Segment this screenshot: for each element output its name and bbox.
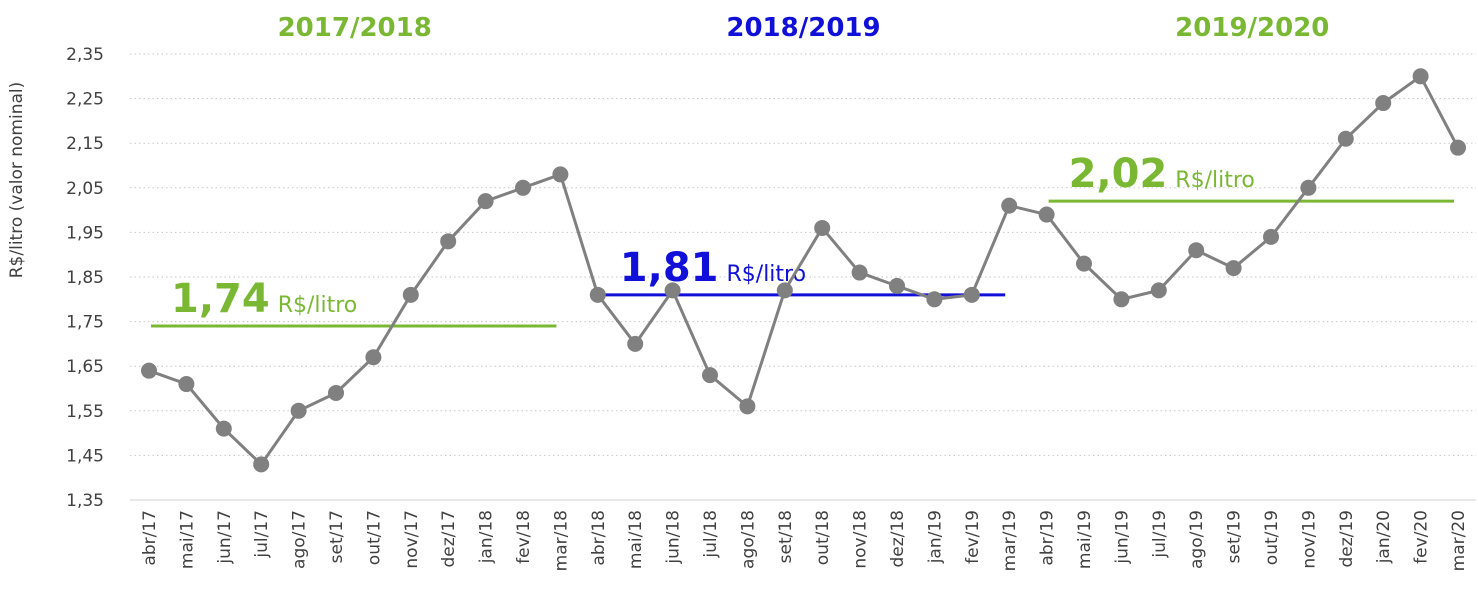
data-point (1001, 197, 1018, 214)
data-point (402, 286, 419, 303)
x-tick-label: mai/18 (626, 510, 646, 569)
data-point (1113, 291, 1130, 308)
x-tick-label: fev/20 (1412, 510, 1432, 564)
data-point (1300, 179, 1317, 196)
season-title: 2017/2018 (278, 13, 432, 43)
data-point (739, 398, 756, 415)
y-tick-label: 1,65 (66, 357, 104, 377)
data-point (627, 335, 644, 352)
x-tick-label: jun/17 (215, 510, 235, 565)
x-tick-label: out/17 (364, 510, 384, 565)
season-title: 2019/2020 (1175, 13, 1329, 43)
y-tick-label: 2,25 (66, 90, 104, 110)
data-point (889, 277, 905, 294)
x-tick-label: ago/19 (1187, 510, 1207, 569)
data-point (1188, 242, 1205, 259)
data-point (963, 286, 980, 303)
data-point (552, 166, 569, 183)
x-tick-label: jul/19 (1150, 510, 1170, 559)
x-tick-label: set/19 (1225, 510, 1245, 563)
data-point (515, 179, 531, 196)
data-point (1337, 130, 1354, 147)
x-tick-label: mar/19 (1000, 510, 1020, 571)
data-point (814, 219, 831, 236)
data-point (477, 193, 494, 210)
data-point (440, 233, 457, 250)
x-tick-label: dez/19 (1337, 510, 1357, 568)
x-tick-label: abr/19 (1038, 510, 1058, 566)
y-tick-label: 2,05 (66, 179, 104, 199)
data-point (1375, 95, 1392, 112)
x-tick-label: jan/19 (925, 510, 945, 564)
average-label: 1,74 R$/litro (171, 276, 357, 322)
x-tick-label: out/19 (1262, 510, 1282, 565)
x-tick-label: jun/19 (1112, 510, 1132, 565)
y-tick-label: 1,85 (66, 268, 104, 288)
data-point (365, 349, 382, 366)
data-point (141, 362, 157, 379)
data-point (1412, 68, 1429, 85)
x-tick-label: jul/18 (701, 510, 721, 559)
average-label: 1,81 R$/litro (620, 245, 806, 291)
data-point (776, 282, 793, 299)
data-point (178, 376, 195, 393)
x-tick-label: ago/17 (290, 510, 310, 569)
average-value: 1,74 (171, 276, 270, 322)
x-tick-label: nov/17 (402, 510, 422, 569)
season-title: 2018/2019 (726, 13, 880, 43)
x-tick-label: out/18 (813, 510, 833, 565)
y-tick-label: 1,75 (66, 313, 104, 333)
data-point (926, 291, 943, 308)
data-point (851, 264, 868, 281)
data-point (1150, 282, 1167, 299)
data-point (215, 420, 232, 437)
data-point (664, 282, 681, 299)
data-point (1225, 260, 1242, 277)
x-tick-label: fev/19 (963, 510, 983, 564)
data-point (253, 456, 270, 473)
x-tick-label: jun/18 (664, 510, 684, 565)
data-point (1450, 139, 1466, 156)
x-tick-label: dez/18 (888, 510, 908, 568)
x-tick-label: nov/19 (1299, 510, 1319, 569)
average-label: 2,02 R$/litro (1069, 151, 1255, 197)
x-tick-label: ago/18 (738, 510, 758, 569)
average-unit: R$/litro (1175, 168, 1255, 193)
x-tick-label: set/18 (776, 510, 796, 563)
y-tick-label: 1,95 (66, 223, 104, 243)
y-tick-label: 1,35 (66, 491, 104, 511)
x-tick-label: jan/20 (1374, 510, 1394, 564)
x-tick-label: nov/18 (851, 510, 871, 569)
x-tick-label: jul/17 (252, 510, 272, 559)
x-tick-label: mar/20 (1449, 510, 1469, 571)
x-tick-label: mai/19 (1075, 510, 1095, 569)
y-tick-label: 1,55 (66, 402, 104, 422)
x-tick-label: dez/17 (439, 510, 459, 568)
x-tick-label: set/17 (327, 510, 347, 563)
x-tick-label: fev/18 (514, 510, 534, 564)
x-tick-label: abr/17 (140, 510, 160, 566)
y-axis-label: R$/litro (valor nominal) (7, 82, 27, 279)
x-tick-label: mar/18 (551, 510, 571, 571)
data-point (1038, 206, 1055, 223)
series-line (148, 74, 1460, 467)
x-tick-label: jan/18 (477, 510, 497, 564)
x-tick-label: abr/18 (589, 510, 609, 566)
data-point (1263, 228, 1279, 245)
average-value: 2,02 (1069, 151, 1168, 197)
y-tick-label: 2,15 (66, 134, 104, 154)
y-tick-label: 2,35 (66, 45, 104, 65)
x-tick-label: mai/17 (177, 510, 197, 569)
data-point (702, 367, 718, 384)
average-unit: R$/litro (278, 293, 358, 318)
data-point (589, 286, 606, 303)
data-point (1076, 255, 1092, 272)
y-tick-label: 1,45 (66, 446, 104, 466)
data-point (290, 402, 307, 419)
data-point (328, 384, 344, 401)
